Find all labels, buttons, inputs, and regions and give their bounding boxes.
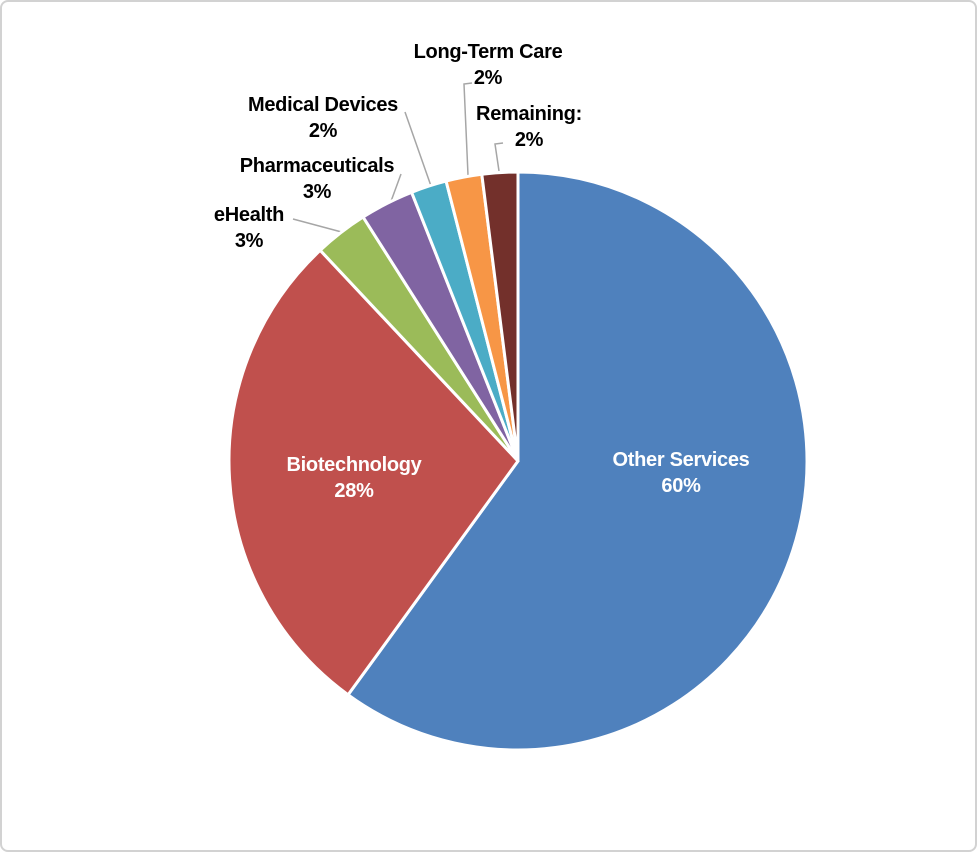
slice-percent: 60% [661, 475, 701, 497]
leader-lines [292, 82, 504, 235]
leader-line-pharmaceuticals [389, 173, 402, 205]
pie-slice-remaining[interactable] [480, 170, 520, 463]
slice-percent: 2% [473, 67, 503, 89]
pie-slice-biotechnology[interactable] [227, 248, 520, 697]
label-pharmaceuticals: Pharmaceuticals 3% [239, 153, 395, 205]
slice-name: Other Services [612, 449, 750, 471]
slice-percent: 3% [234, 230, 264, 252]
slice-percent: 2% [308, 120, 338, 142]
slice-percent: 3% [302, 181, 332, 203]
label-remaining: Remaining: 2% [476, 101, 582, 153]
slice-name: Pharmaceuticals [239, 155, 395, 177]
slice-name: Biotechnology [286, 454, 422, 476]
slice-percent: 28% [334, 480, 374, 502]
label-ehealth: eHealth 3% [214, 202, 284, 254]
leader-line-long-term-care [463, 82, 473, 176]
pie-slices [227, 170, 809, 752]
slice-name: Remaining: [476, 103, 582, 125]
label-other-services: Other Services 60% [613, 447, 750, 499]
slice-name: eHealth [213, 204, 285, 226]
label-medical-devices: Medical Devices 2% [248, 92, 398, 144]
leader-line-remaining [494, 142, 504, 172]
label-long-term-care: Long-Term Care 2% [414, 39, 563, 91]
leader-line-ehealth [292, 218, 350, 235]
pie-slice-other-services[interactable] [346, 170, 809, 752]
leader-line-medical-devices [404, 111, 432, 187]
slice-name: Medical Devices [247, 94, 399, 116]
label-biotechnology: Biotechnology 28% [287, 452, 422, 504]
slice-percent: 2% [514, 129, 544, 151]
slice-name: Long-Term Care [413, 41, 563, 63]
